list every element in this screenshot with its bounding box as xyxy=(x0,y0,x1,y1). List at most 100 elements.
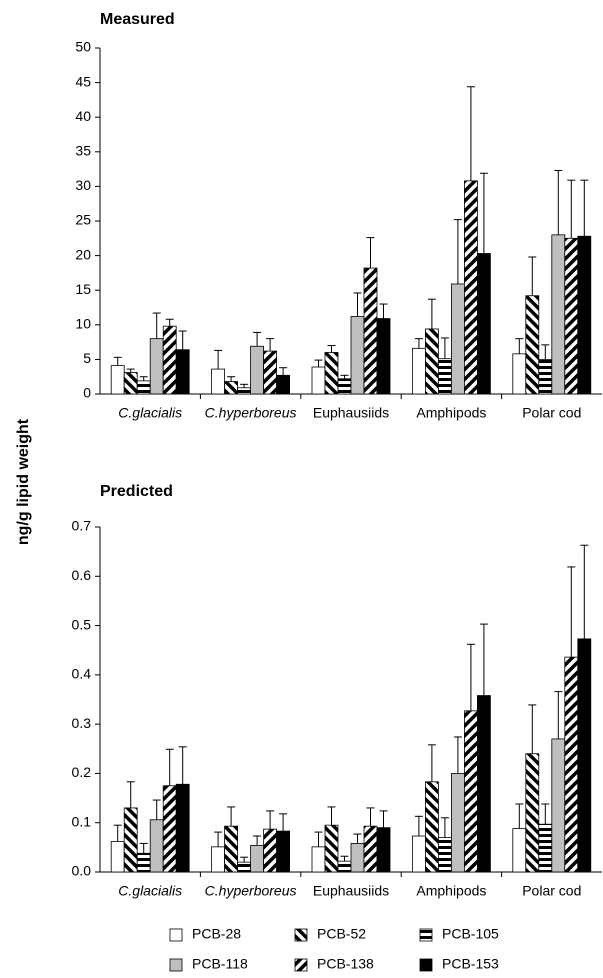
bar xyxy=(162,785,177,873)
bar xyxy=(376,827,391,873)
bar xyxy=(350,843,365,873)
bar xyxy=(311,366,326,395)
bar xyxy=(363,825,378,873)
bar xyxy=(175,349,190,395)
bar xyxy=(110,365,125,395)
legend-swatch xyxy=(169,958,183,972)
legend-label: PCB-28 xyxy=(192,926,241,942)
x-tick-label: Amphipods xyxy=(416,883,486,899)
bar xyxy=(162,325,177,395)
y-tick-label: 0.2 xyxy=(72,764,92,780)
bar xyxy=(551,738,566,873)
bar xyxy=(324,824,339,873)
bar xyxy=(411,347,426,395)
bar xyxy=(512,353,527,395)
bar xyxy=(538,358,553,395)
bar xyxy=(123,807,138,873)
bar xyxy=(376,318,391,395)
bar xyxy=(411,835,426,873)
legend-label: PCB-105 xyxy=(442,926,499,942)
x-tick-label: Euphausiids xyxy=(313,883,389,899)
bar xyxy=(175,783,190,873)
bar xyxy=(136,852,151,873)
bar xyxy=(525,753,540,873)
bar xyxy=(123,372,138,395)
y-tick-label: 45 xyxy=(75,73,91,89)
y-tick-label: 0.3 xyxy=(72,715,92,731)
y-tick-label: 0.6 xyxy=(72,567,92,583)
bar xyxy=(564,237,579,395)
bar xyxy=(211,846,226,873)
bar xyxy=(577,638,592,873)
bar xyxy=(463,180,478,395)
bar xyxy=(136,380,151,395)
y-tick-label: 0.7 xyxy=(72,518,92,534)
y-tick-label: 0.4 xyxy=(72,666,92,682)
bar xyxy=(538,823,553,873)
y-tick-label: 30 xyxy=(75,177,91,193)
bar xyxy=(363,267,378,395)
bar xyxy=(512,828,527,873)
chart-title: Measured xyxy=(100,11,175,28)
x-tick-label: Euphausiids xyxy=(313,405,389,421)
bar xyxy=(311,846,326,873)
bar xyxy=(525,295,540,395)
legend-swatch xyxy=(169,928,183,942)
legend-swatch xyxy=(294,958,308,972)
bar xyxy=(237,387,252,395)
bar xyxy=(337,378,352,395)
y-tick-label: 35 xyxy=(75,143,91,159)
bar xyxy=(263,350,278,395)
bar xyxy=(463,710,478,873)
y-tick-label: 40 xyxy=(75,108,91,124)
bar xyxy=(110,841,125,873)
y-tick-label: 0 xyxy=(83,385,91,401)
bar xyxy=(437,358,452,395)
x-tick-label: C.glacialis xyxy=(118,405,182,421)
bar xyxy=(450,773,465,873)
legend-swatch xyxy=(294,928,308,942)
bar xyxy=(437,837,452,873)
bar xyxy=(424,328,439,395)
bar xyxy=(424,781,439,873)
y-tick-label: 15 xyxy=(75,281,91,297)
x-tick-label: C.hyperboreus xyxy=(205,405,297,421)
bar xyxy=(149,338,164,395)
x-tick-label: C.glacialis xyxy=(118,883,182,899)
chart-title: Predicted xyxy=(100,483,173,500)
legend-label: PCB-52 xyxy=(317,926,366,942)
bar xyxy=(577,235,592,395)
bar xyxy=(211,368,226,395)
y-tick-label: 20 xyxy=(75,246,91,262)
legend-swatch xyxy=(419,928,433,942)
y-tick-label: 0.5 xyxy=(72,616,92,632)
y-tick-label: 25 xyxy=(75,212,91,228)
legend-label: PCB-153 xyxy=(442,956,499,972)
bar xyxy=(564,656,579,873)
bar xyxy=(250,844,265,873)
legend-label: PCB-118 xyxy=(192,956,248,972)
bar xyxy=(276,374,291,395)
bar xyxy=(324,352,339,395)
bar xyxy=(476,253,491,395)
bar xyxy=(149,819,164,873)
legend-label: PCB-138 xyxy=(317,956,374,972)
bar xyxy=(276,830,291,873)
y-axis-label: ng/g lipid weight xyxy=(15,418,32,545)
x-tick-label: Polar cod xyxy=(522,883,581,899)
x-tick-label: Polar cod xyxy=(522,405,581,421)
y-tick-label: 5 xyxy=(83,350,91,366)
x-tick-label: Amphipods xyxy=(416,405,486,421)
x-tick-label: C.hyperboreus xyxy=(205,883,297,899)
y-tick-label: 0.0 xyxy=(72,863,92,879)
bar xyxy=(350,316,365,395)
bar xyxy=(337,860,352,873)
bar xyxy=(476,695,491,873)
legend-swatch xyxy=(419,958,433,972)
bar xyxy=(250,345,265,395)
bar xyxy=(224,825,239,873)
bar xyxy=(450,283,465,395)
y-tick-label: 50 xyxy=(75,39,91,55)
bar xyxy=(551,234,566,395)
